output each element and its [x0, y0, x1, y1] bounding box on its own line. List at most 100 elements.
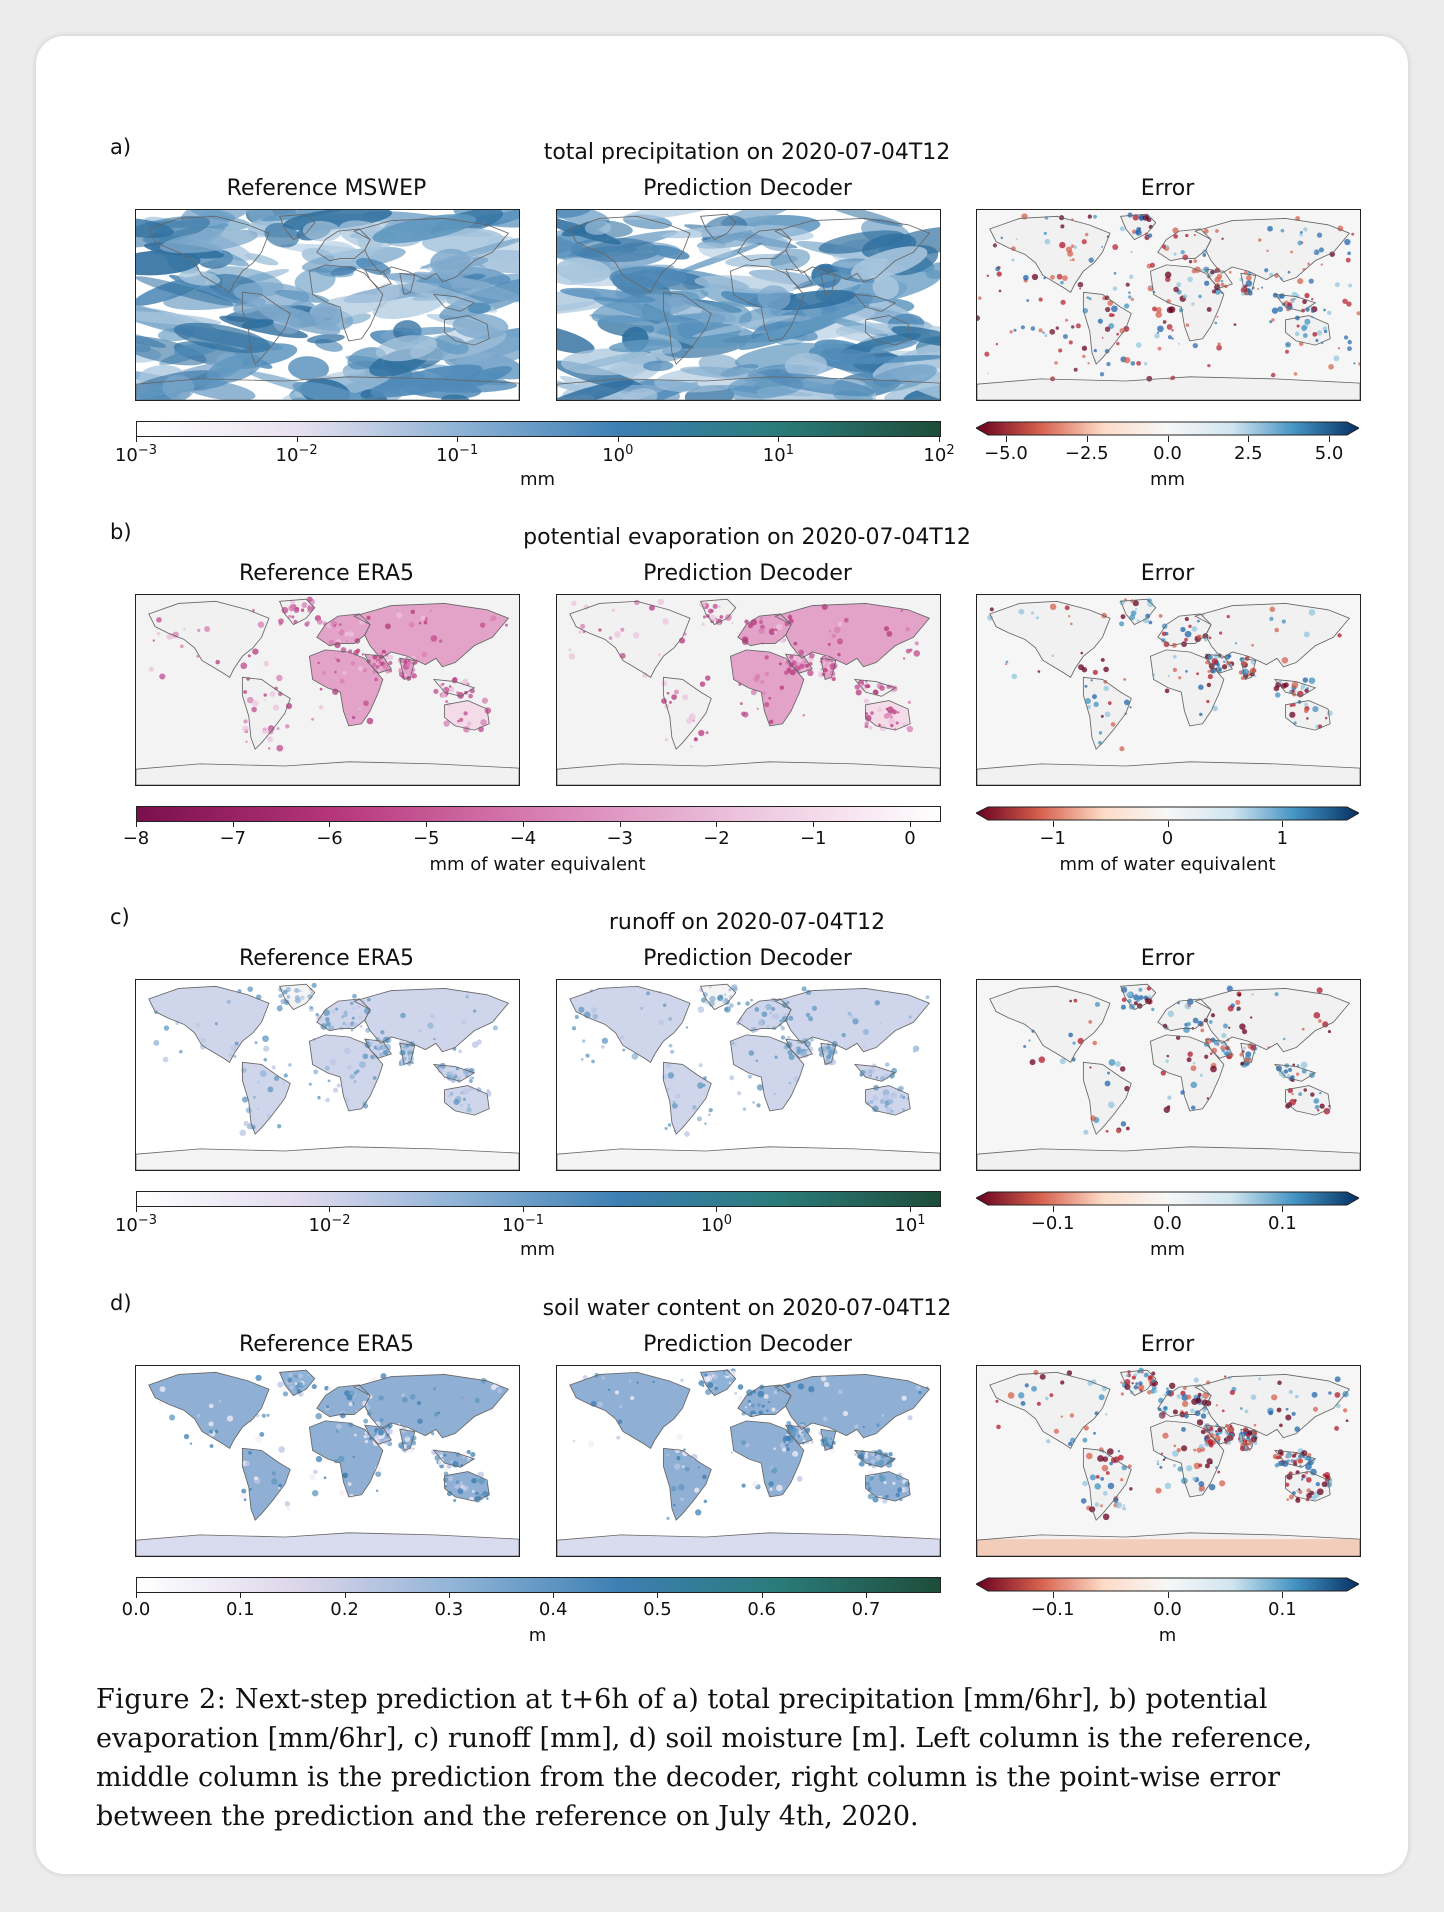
field-speck: [731, 1041, 735, 1045]
field-speck: [278, 1487, 281, 1490]
field-speck: [1249, 1016, 1253, 1019]
land-namerica: [569, 601, 690, 678]
field-speck: [459, 1103, 464, 1108]
land-asia: [1195, 218, 1350, 282]
field-speck: [1162, 1458, 1165, 1461]
field-speck: [664, 738, 669, 742]
field-speck: [1298, 1489, 1303, 1495]
field-speck: [1177, 1466, 1183, 1472]
field-speck: [1102, 1513, 1110, 1521]
coastline-antarctica: [136, 1532, 519, 1556]
field-speck: [382, 1050, 388, 1056]
coastline-namerica: [569, 1371, 691, 1449]
error-speck: [1030, 326, 1036, 331]
coastline-samerica: [662, 1061, 712, 1135]
field-speck: [1180, 626, 1186, 633]
field-speck: [1291, 1411, 1296, 1416]
field-speck: [1273, 685, 1280, 692]
field-speck: [666, 1453, 669, 1457]
field-speck: [480, 1377, 487, 1384]
field-speck: [1092, 669, 1098, 675]
field-speck: [1207, 670, 1211, 673]
field-speck: [1289, 711, 1296, 718]
field-speck: [463, 678, 469, 683]
field-speck: [1318, 1019, 1322, 1023]
precip-blob: [675, 242, 765, 275]
field-speck: [1198, 1485, 1205, 1492]
field-speck: [272, 704, 280, 711]
field-speck: [331, 1010, 336, 1014]
field-speck: [682, 694, 689, 701]
colorbar-tick-mark: [716, 1206, 718, 1212]
field-speck: [383, 656, 389, 662]
error-colorbar-tick-label: 0: [1161, 828, 1174, 849]
field-speck: [792, 654, 798, 660]
map-subtitle: Error: [1140, 1332, 1195, 1357]
field-speck: [700, 997, 707, 1003]
field-speck: [761, 1404, 765, 1408]
field-speck: [734, 1391, 738, 1395]
field-speck: [1020, 1401, 1026, 1406]
field-speck: [1294, 1426, 1301, 1433]
field-speck: [1114, 1061, 1121, 1067]
panel-label: b): [110, 520, 132, 544]
field-speck: [662, 618, 669, 625]
field-speck: [618, 1405, 622, 1409]
field-speck: [453, 1098, 460, 1105]
field-speck: [1094, 1001, 1100, 1007]
field-speck: [864, 1481, 870, 1487]
colorbar-tick-mark: [136, 1592, 137, 1598]
colorbar-tick-label: 0.5: [643, 1599, 672, 1620]
field-speck: [445, 700, 448, 703]
field-speck: [724, 1370, 730, 1375]
field-speck: [1221, 1049, 1225, 1053]
field-speck: [1187, 1051, 1193, 1057]
field-speck: [1073, 245, 1078, 249]
field-speck: [1181, 1394, 1189, 1401]
error-speck: [1112, 244, 1119, 251]
coastline-asia: [352, 1374, 510, 1439]
field-speck: [1303, 631, 1310, 638]
field-speck: [675, 1093, 681, 1099]
field-speck: [281, 606, 289, 614]
field-speck: [437, 1066, 444, 1074]
colorbar-tick-mark: [866, 1592, 867, 1598]
field-speck: [1275, 1455, 1280, 1460]
coastline-india: [399, 1042, 416, 1065]
field-speck: [747, 1074, 752, 1079]
field-speck: [1304, 1451, 1307, 1454]
land-australia: [444, 1085, 490, 1116]
field-speck: [1279, 1423, 1283, 1428]
field-speck: [809, 653, 813, 657]
field-speck: [288, 1372, 294, 1378]
field-speck: [1135, 229, 1142, 236]
error-speck: [1050, 274, 1055, 280]
land-namerica: [148, 986, 269, 1063]
field-speck: [1186, 1021, 1191, 1027]
colorbar-tick-label: 10−3: [115, 443, 157, 466]
error-speck: [1075, 323, 1081, 329]
field-speck: [824, 657, 831, 663]
field-speck: [684, 1131, 690, 1137]
field-speck: [1186, 1057, 1192, 1063]
error-colorbar-unit: m: [1158, 1625, 1177, 1646]
field-speck: [311, 1384, 317, 1390]
field-speck: [1131, 1382, 1134, 1385]
field-speck: [750, 998, 753, 1002]
field-speck: [788, 618, 794, 624]
colorbar-tick-label: 0.1: [225, 1599, 255, 1620]
field-speck: [361, 999, 366, 1004]
field-speck: [358, 1015, 362, 1020]
field-speck: [1080, 651, 1084, 655]
field-speck: [1127, 991, 1133, 997]
coastline-samerica: [241, 1061, 291, 1135]
field-speck: [1286, 1074, 1291, 1078]
field-speck: [271, 1471, 276, 1476]
coastline-seasia: [1273, 1063, 1317, 1082]
field-speck: [1172, 227, 1179, 234]
field-speck: [771, 1467, 778, 1474]
field-speck: [666, 1063, 672, 1068]
field-speck: [879, 724, 887, 732]
field-speck: [1213, 1040, 1220, 1046]
field-speck: [915, 1385, 921, 1391]
